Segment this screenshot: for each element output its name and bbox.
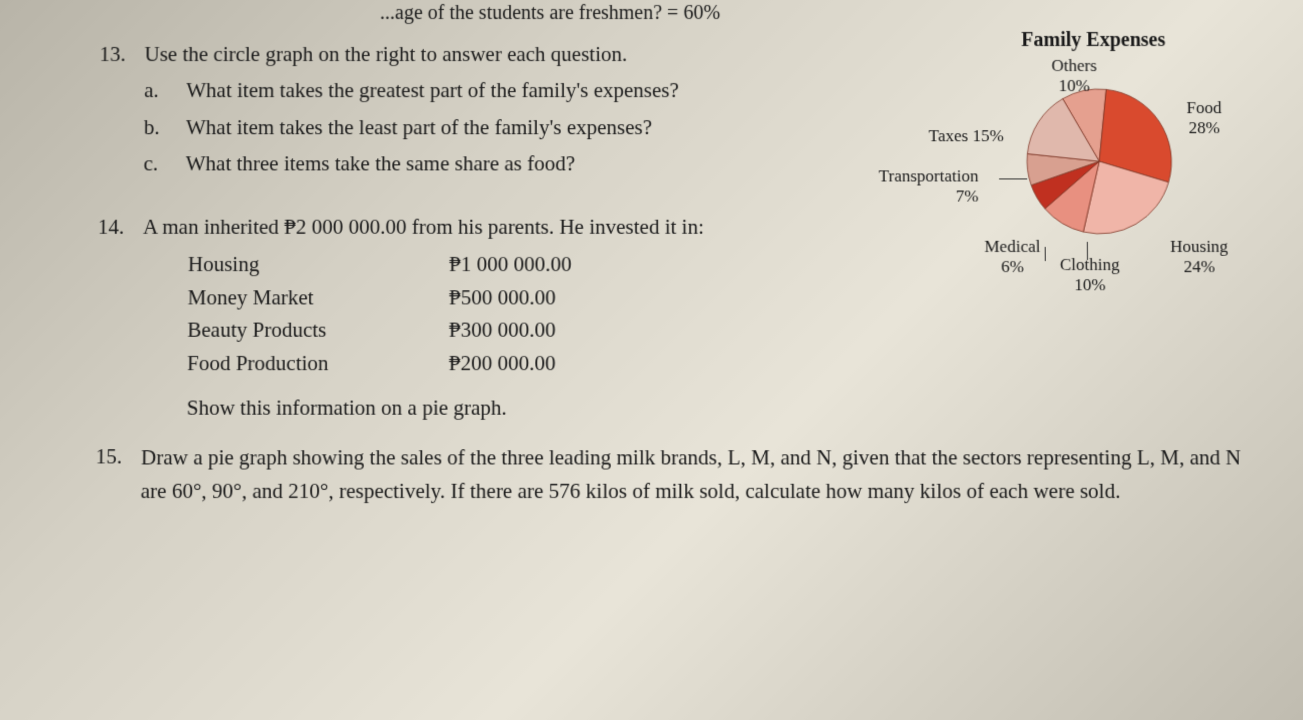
q14-instruction: Show this information on a pie graph. (187, 396, 1268, 421)
table-row: Beauty Products ₱300 000.00 (187, 314, 1266, 347)
q13b-text: What item takes the least part of the fa… (186, 112, 697, 143)
invest-name-3: Food Production (187, 347, 449, 380)
label-others: Others 10% (1051, 56, 1097, 97)
leader-transportation (999, 178, 1027, 179)
label-taxes: Taxes 15% (929, 126, 1004, 146)
invest-name-0: Housing (188, 248, 449, 281)
invest-name-2: Beauty Products (187, 314, 449, 347)
investment-table: Housing ₱1 000 000.00 Money Market ₱500 … (187, 248, 1267, 380)
table-row: Food Production ₱200 000.00 (187, 347, 1267, 380)
invest-val-0: ₱1 000 000.00 (449, 248, 572, 281)
question-13: 13. Use the circle graph on the right to… (98, 39, 1265, 179)
label-food: Food 28% (1174, 98, 1235, 139)
previous-question-fragment: ...age of the students are freshmen? = 6… (380, 0, 1263, 25)
question-14: 14. A man inherited ₱2 000 000.00 from h… (96, 211, 1268, 421)
q13c-letter: c. (143, 149, 185, 180)
q13a-text: What item takes the greatest part of the… (186, 75, 697, 106)
invest-val-2: ₱300 000.00 (449, 314, 556, 347)
q13a-letter: a. (144, 75, 186, 106)
chart-title: Family Expenses (953, 29, 1233, 52)
label-transportation-text: Transportation (879, 166, 979, 185)
invest-name-1: Money Market (187, 281, 449, 314)
table-row: Housing ₱1 000 000.00 (188, 248, 1266, 281)
invest-val-1: ₱500 000.00 (449, 281, 556, 314)
q14-number: 14. (98, 211, 143, 242)
table-row: Money Market ₱500 000.00 (187, 281, 1266, 314)
label-transportation: Transportation 7% (879, 166, 979, 207)
q15-number: 15. (95, 441, 141, 507)
textbook-page: ...age of the students are freshmen? = 6… (0, 0, 1303, 556)
label-transportation-pct: 7% (956, 187, 979, 206)
label-others-pct: 10% (1059, 76, 1090, 95)
q15-text: Draw a pie graph showing the sales of th… (141, 441, 1269, 507)
q13b-letter: b. (144, 112, 186, 143)
q14-text: A man inherited ₱2 000 000.00 from his p… (143, 211, 1266, 242)
q13c-text: What three items take the same share as … (186, 149, 788, 180)
q13-number: 13. (99, 39, 144, 69)
label-others-text: Others (1051, 56, 1097, 75)
invest-val-3: ₱200 000.00 (449, 347, 556, 380)
question-15: 15. Draw a pie graph showing the sales o… (95, 441, 1268, 507)
